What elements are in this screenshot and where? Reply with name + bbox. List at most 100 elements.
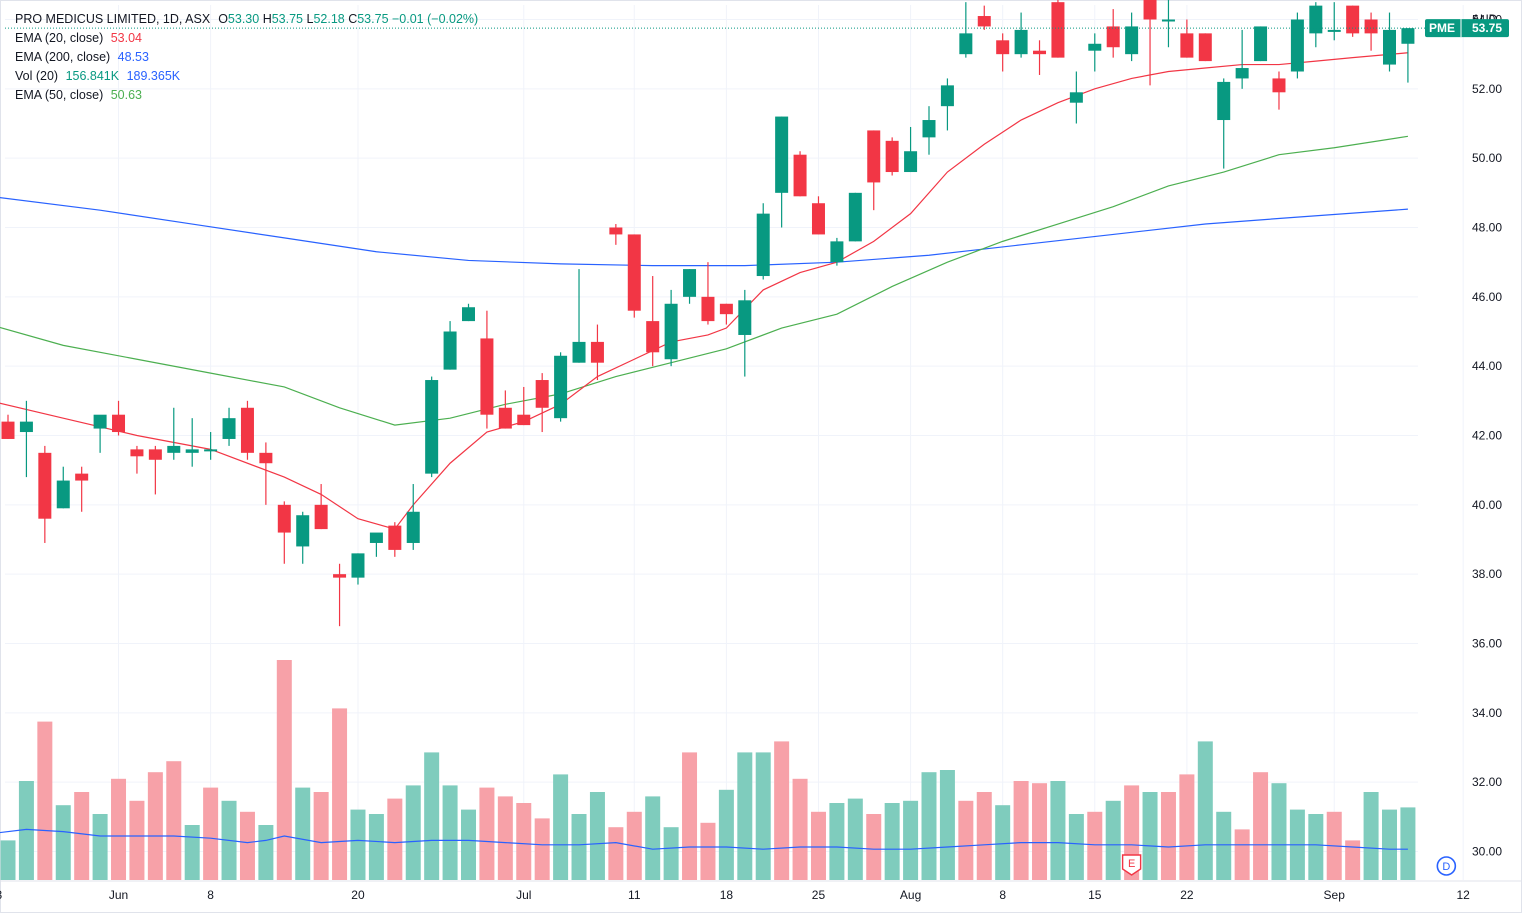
candle-body (480, 338, 494, 415)
volume-bar (608, 827, 624, 880)
volume-bar (939, 770, 955, 880)
candle-body (1309, 5, 1323, 34)
volume-bar (1197, 741, 1213, 880)
volume-bar (276, 660, 292, 880)
volume-bar (755, 752, 771, 880)
candle-body (1290, 19, 1304, 72)
y-tick-label: 30.00 (1472, 845, 1502, 859)
candle-body (56, 480, 70, 509)
volume-bar (1105, 800, 1121, 880)
candle-body (793, 154, 807, 197)
candle-body (75, 473, 89, 481)
candle-body (1272, 78, 1286, 93)
volume-bar (368, 814, 384, 880)
dividend-marker-icon[interactable] (1436, 856, 1457, 876)
indicator-label: Vol (20) (15, 69, 59, 83)
y-tick-label: 32.00 (1472, 775, 1502, 789)
candle-body (646, 321, 660, 353)
volume-bar (1160, 792, 1176, 880)
candle-body (130, 449, 144, 457)
candle-body (848, 192, 862, 242)
volume-bar (1050, 781, 1066, 880)
volume-bar (1032, 783, 1048, 880)
x-tick-label: 20 (351, 888, 365, 902)
candle-body (1033, 50, 1047, 55)
volume-bar (829, 803, 845, 880)
volume-bar (718, 789, 734, 880)
high-value: 53.75 (271, 12, 303, 26)
candle-body (977, 16, 991, 27)
x-tick-label: 18 (720, 888, 734, 902)
x-tick-label: 3 (0, 888, 2, 902)
indicator-ema200[interactable]: EMA (200, close) 48.53 (15, 48, 478, 67)
candle-body (830, 241, 844, 263)
volume-bar (1142, 792, 1158, 880)
volume-bar (1382, 809, 1397, 880)
earnings-marker-icon[interactable] (1121, 854, 1142, 876)
volume-bar (479, 787, 495, 880)
x-tick-label: Sep (1324, 888, 1346, 902)
x-tick-label: 22 (1180, 888, 1194, 902)
volume-bar (1216, 811, 1232, 880)
indicator-value: 48.53 (117, 50, 149, 64)
volume-bar (1179, 774, 1195, 880)
volume-bar (1234, 829, 1250, 880)
volume-bar (147, 772, 163, 880)
candle-body (867, 130, 881, 183)
volume-bar (239, 811, 255, 880)
candle-body (683, 269, 697, 297)
candle-body (922, 120, 936, 138)
volume-bar (700, 822, 716, 880)
candle-body (1217, 81, 1231, 121)
candle-body (775, 116, 789, 193)
volume-bar (737, 752, 753, 880)
indicator-ema20[interactable]: EMA (20, close) 53.04 (15, 29, 478, 48)
candle-body (222, 418, 236, 439)
legend: PRO MEDICUS LIMITED, 1D, ASX O53.30 H53.7… (15, 10, 478, 105)
candle-body (554, 355, 568, 419)
volume-bar (534, 818, 550, 880)
volume-bar (1308, 814, 1324, 880)
candle-body (517, 414, 531, 426)
candle-body (1088, 43, 1102, 51)
x-tick-label: 8 (999, 888, 1006, 902)
candle-body (572, 341, 586, 363)
candle-body (1364, 19, 1378, 34)
volume-bar (111, 778, 127, 880)
legend-symbol-row: PRO MEDICUS LIMITED, 1D, ASX O53.30 H53.7… (15, 10, 478, 29)
candle-body (443, 331, 457, 370)
candle-body (719, 303, 733, 315)
indicator-value: 156.841K (65, 69, 120, 83)
high-key: H (262, 12, 272, 26)
candle-body (498, 407, 512, 429)
indicator-value: 50.63 (110, 88, 142, 102)
candle-body (112, 414, 126, 433)
candle-body (885, 140, 899, 173)
candle-body (406, 511, 420, 543)
volume-bar (37, 721, 53, 880)
x-tick-label: Aug (900, 888, 921, 902)
volume-bar (387, 798, 403, 880)
candle-body (185, 449, 199, 453)
candle-body (333, 574, 347, 578)
price-tag-value: 53.75 (1472, 21, 1502, 35)
volume-bar (74, 792, 90, 880)
change-value: −0.01 (−0.02%) (392, 12, 479, 26)
candle-body (369, 532, 383, 543)
volume-bar (1013, 781, 1029, 880)
volume-bar (589, 792, 605, 880)
price-tag-symbol: PME (1429, 21, 1455, 35)
indicator-volume[interactable]: Vol (20) 156.841K 189.365K (15, 67, 478, 86)
symbol-line[interactable]: PRO MEDICUS LIMITED, 1D, ASX (15, 12, 211, 26)
candle-body (1161, 19, 1175, 22)
volume-bar (166, 761, 182, 880)
candle-body (904, 151, 918, 173)
indicator-ema50[interactable]: EMA (50, close) 50.63 (15, 86, 478, 105)
y-tick-label: 38.00 (1472, 567, 1502, 581)
volume-bar (976, 792, 992, 880)
volume-bar (921, 772, 937, 880)
volume-bar (92, 814, 108, 880)
candle-body (167, 445, 181, 453)
